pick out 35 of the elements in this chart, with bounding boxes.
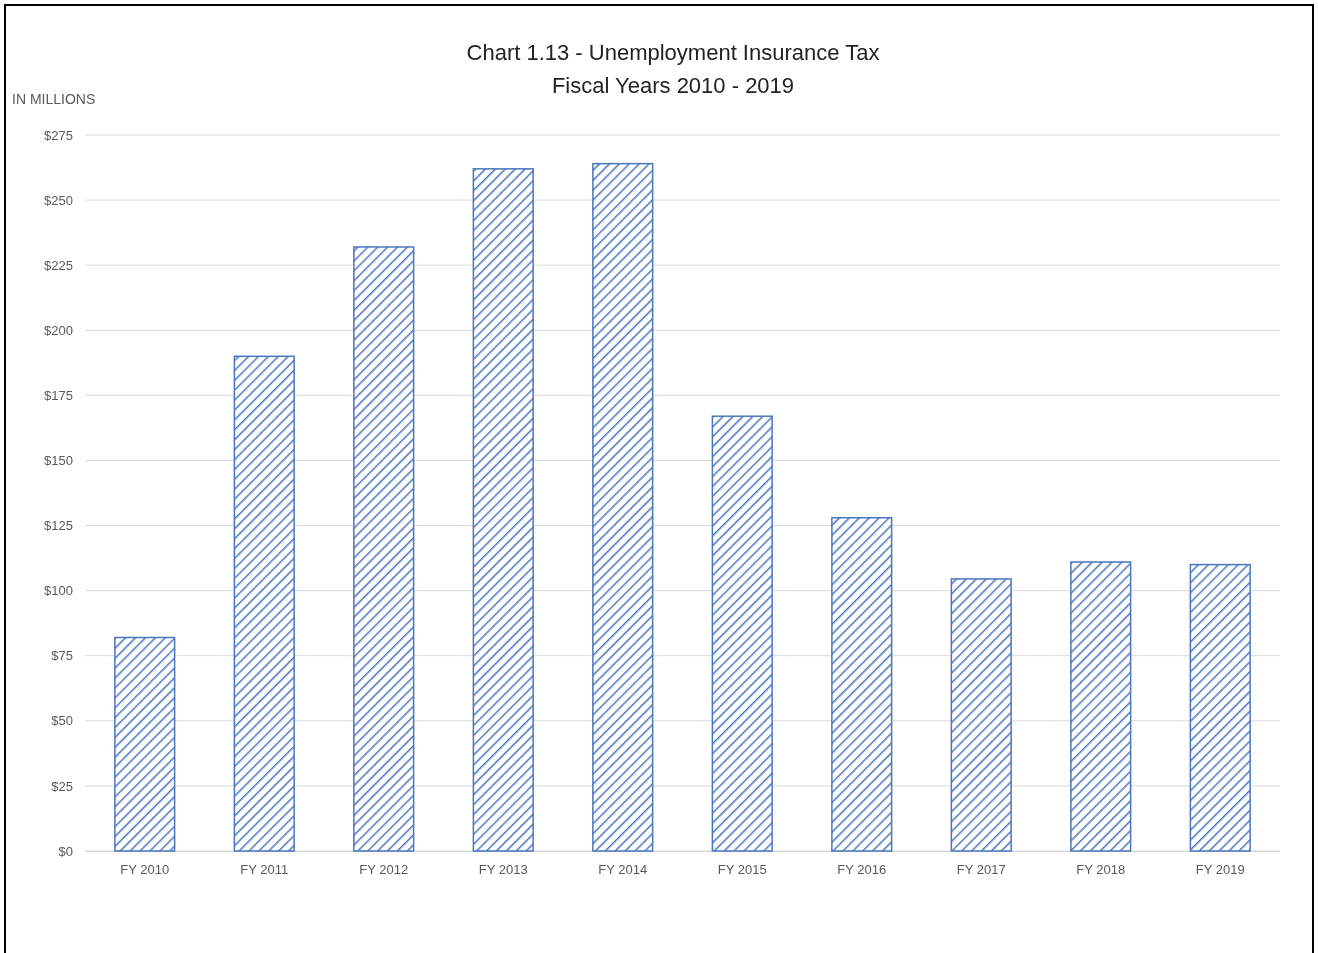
bar [472, 168, 534, 852]
x-tick-label: FY 2016 [837, 862, 887, 878]
y-tick-label: $175 [44, 388, 73, 404]
x-tick-label: FY 2015 [717, 862, 767, 878]
x-tick-label: FY 2019 [1195, 862, 1245, 878]
bar [950, 578, 1012, 852]
y-tick-label: $100 [44, 583, 73, 599]
y-tick-label: $50 [51, 713, 73, 729]
x-tick-label: FY 2011 [240, 862, 289, 878]
chart-subtitle: Fiscal Years 2010 - 2019 [551, 73, 795, 98]
y-tick-label: $75 [51, 648, 73, 664]
y-tick-label: $0 [58, 843, 73, 859]
chart-title: Chart 1.13 - Unemployment Insurance Tax [466, 40, 880, 65]
y-tick-label: $125 [44, 518, 73, 534]
bar [1070, 561, 1132, 852]
bar [711, 415, 773, 852]
y-tick-label: $250 [44, 192, 73, 208]
y-axis-title: IN MILLIONS [12, 91, 96, 107]
y-tick-label: $200 [44, 322, 73, 338]
x-tick-label: FY 2017 [956, 862, 1006, 878]
y-tick-label: $275 [44, 127, 73, 143]
y-tick-label: $150 [44, 453, 73, 469]
x-tick-label: FY 2018 [1076, 862, 1126, 878]
bar [353, 246, 415, 852]
bar [233, 355, 295, 852]
x-tick-label: FY 2013 [478, 862, 528, 878]
y-tick-label: $25 [51, 778, 73, 794]
x-tick-label: FY 2012 [359, 862, 409, 878]
bar [114, 636, 176, 852]
bar [592, 162, 654, 852]
y-tick-label: $225 [44, 257, 73, 273]
bar [831, 516, 893, 852]
x-tick-label: FY 2014 [598, 862, 648, 878]
x-tick-label: FY 2010 [120, 862, 170, 878]
bar [1189, 563, 1251, 852]
